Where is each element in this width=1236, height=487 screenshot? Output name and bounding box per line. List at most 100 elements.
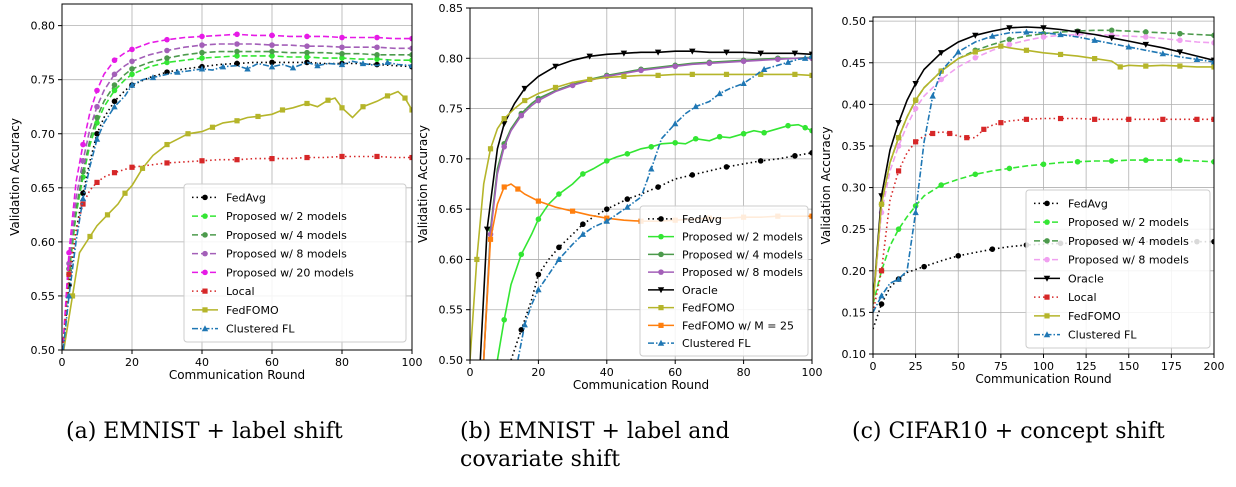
data-point: [304, 100, 310, 107]
series-line-proposed-w-4-models: [62, 50, 412, 350]
legend-label: FedAvg: [682, 213, 722, 226]
data-point: [1092, 56, 1098, 62]
data-point: [304, 59, 310, 66]
legend-marker: [202, 250, 208, 257]
data-point: [374, 44, 380, 51]
legend-item: Proposed w/ 8 models: [648, 266, 803, 279]
legend-item: Proposed w/ 4 models: [1034, 235, 1189, 248]
data-point: [269, 156, 275, 162]
legend-label: FedFOMO: [682, 302, 735, 315]
data-point: [338, 61, 346, 68]
legend-label: FedAvg: [1068, 197, 1108, 210]
data-point: [929, 92, 936, 99]
legend: FedAvg Proposed w/ 2 models Proposed w/ 4 …: [639, 205, 809, 357]
data-point: [1143, 157, 1149, 163]
data-point: [474, 256, 480, 263]
data-point: [234, 53, 240, 59]
data-point: [716, 133, 723, 140]
legend-item: FedFOMO: [192, 304, 279, 317]
data-point: [304, 49, 310, 56]
plot-area: [470, 48, 812, 360]
data-point: [784, 58, 792, 65]
x-tick-label: 40: [600, 366, 614, 379]
data-point: [234, 60, 240, 67]
data-point: [912, 105, 919, 112]
data-point: [185, 131, 191, 137]
data-point: [139, 165, 146, 171]
data-point: [757, 50, 764, 57]
y-axis-label: Validation Accuracy: [819, 127, 833, 245]
data-point: [111, 103, 118, 110]
data-point: [1193, 56, 1201, 63]
data-point: [1040, 161, 1047, 168]
data-point: [989, 246, 996, 252]
legend-item: Proposed w/ 4 models: [648, 248, 803, 261]
legend-item: FedAvg: [648, 213, 722, 226]
data-point: [535, 286, 542, 293]
data-point: [304, 33, 310, 40]
data-point: [760, 65, 768, 72]
data-point: [111, 57, 118, 64]
data-point: [740, 130, 747, 137]
data-point: [255, 113, 261, 120]
y-tick-label: 0.50: [842, 15, 867, 28]
series-local: [62, 153, 412, 350]
y-tick-label: 0.60: [439, 253, 464, 266]
data-point: [791, 50, 799, 57]
data-point: [1177, 30, 1183, 37]
y-tick-label: 0.70: [31, 128, 56, 141]
data-point: [972, 49, 978, 55]
data-point: [761, 129, 767, 136]
legend-item: Clustered FL: [192, 323, 295, 336]
legend-item: Local: [192, 285, 255, 298]
data-point: [1194, 116, 1200, 122]
y-tick-label: 0.80: [439, 52, 464, 65]
data-point: [164, 141, 170, 148]
data-point: [723, 49, 730, 56]
series-proposed-w-2-models: [496, 122, 812, 360]
legend-label: Proposed w/ 20 models: [226, 266, 354, 279]
data-point: [955, 253, 962, 259]
legend-item: FedAvg: [192, 191, 266, 204]
data-point: [234, 157, 240, 163]
data-point: [1126, 116, 1132, 122]
x-axis-label: Communication Round: [573, 378, 709, 392]
legend-box: [639, 205, 809, 357]
data-point: [809, 150, 812, 156]
series-line-local: [873, 117, 1214, 313]
legend-item: Proposed w/ 8 models: [192, 248, 347, 261]
data-point: [912, 209, 919, 216]
x-tick-label: 60: [668, 366, 682, 379]
data-point: [808, 51, 812, 58]
x-tick-label: 75: [994, 360, 1008, 373]
data-point: [384, 58, 391, 65]
legend-label: Clustered FL: [682, 337, 751, 350]
data-point: [1160, 116, 1166, 122]
data-point: [1117, 64, 1123, 70]
legend-label: Clustered FL: [1068, 329, 1137, 342]
data-point: [87, 233, 93, 240]
data-point: [501, 316, 508, 323]
x-axis-label: Communication Round: [975, 372, 1111, 386]
y-axis-label: Validation Accuracy: [416, 125, 430, 243]
data-point: [757, 158, 764, 164]
series-fedfomo: [873, 43, 1214, 305]
data-point: [94, 103, 100, 110]
legend-marker: [658, 251, 664, 258]
plot-area: [62, 31, 412, 350]
y-tick-label: 0.65: [439, 203, 464, 216]
data-point: [325, 97, 331, 103]
y-tick-label: 0.40: [842, 98, 867, 111]
legend-item: Clustered FL: [1034, 329, 1137, 342]
data-point: [740, 58, 747, 65]
legend-label: Proposed w/ 2 models: [1068, 216, 1189, 229]
data-point: [1211, 116, 1214, 122]
legend-marker: [1043, 275, 1051, 282]
data-point: [603, 217, 610, 224]
x-tick-label: 80: [737, 366, 751, 379]
legend-marker: [658, 233, 664, 240]
data-point: [785, 122, 791, 129]
data-point: [1143, 29, 1149, 35]
data-point: [706, 60, 713, 67]
y-tick-label: 0.10: [842, 348, 867, 361]
